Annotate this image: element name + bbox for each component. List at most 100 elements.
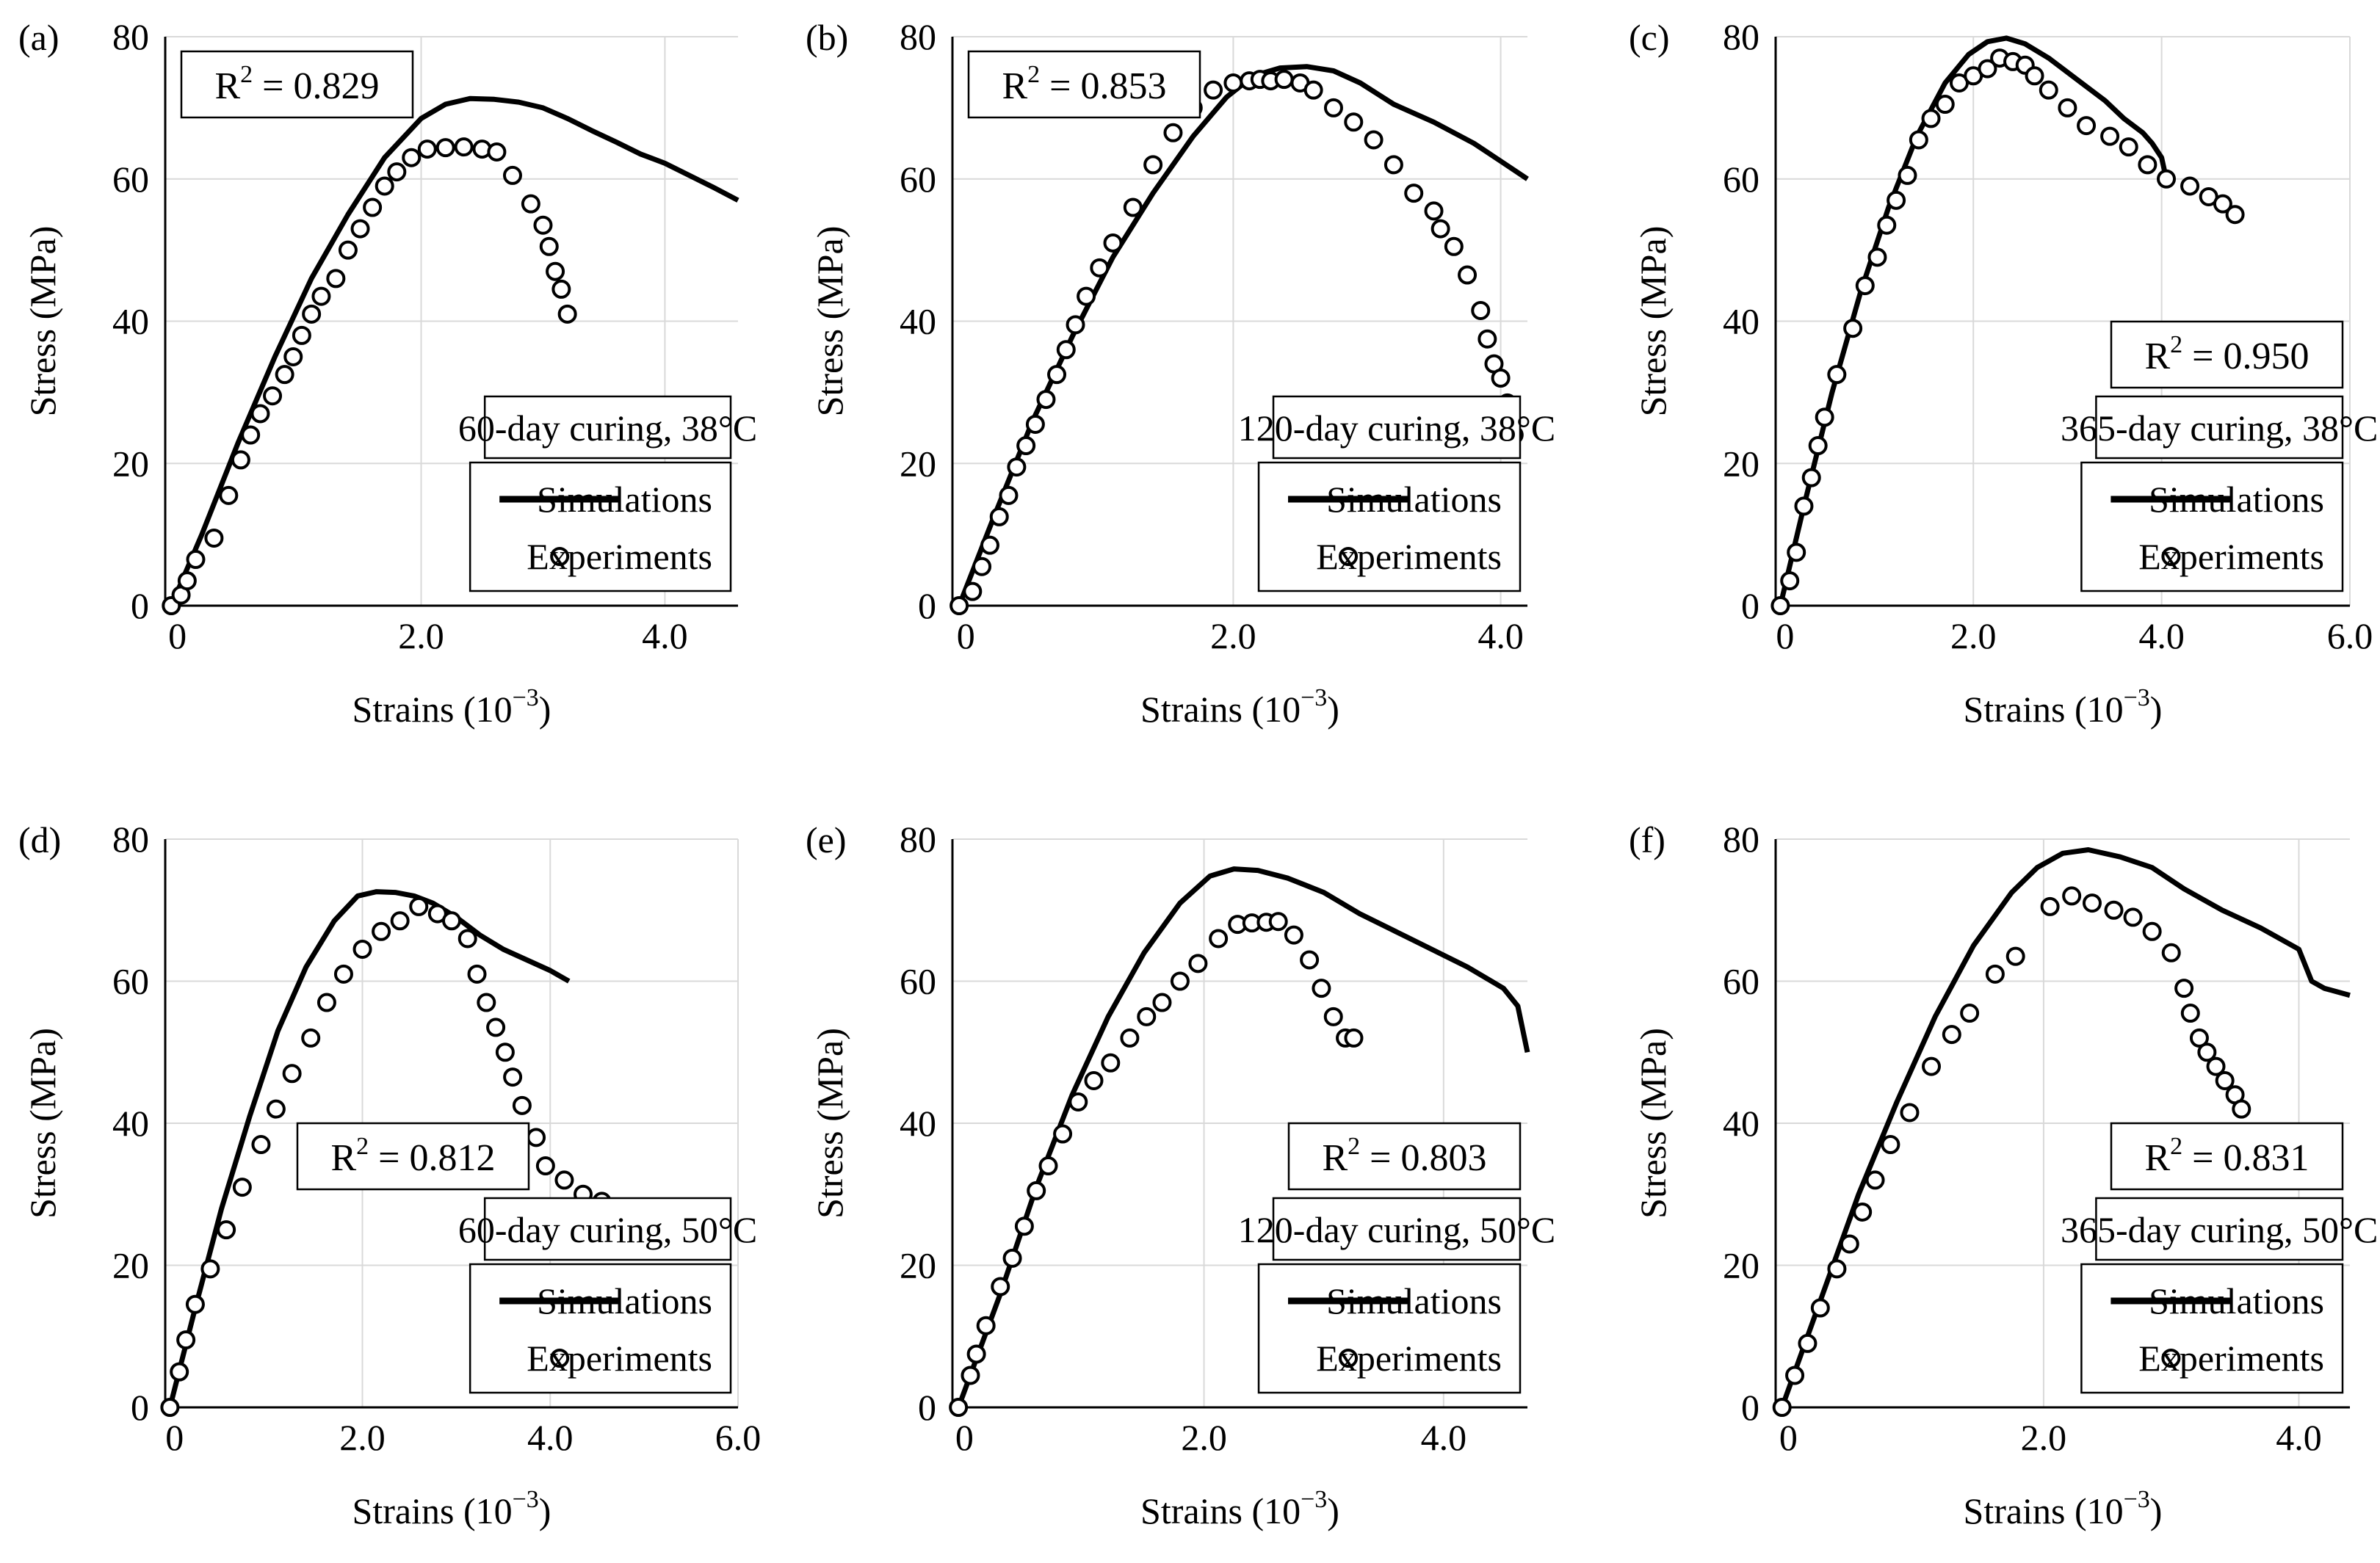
experiment-point xyxy=(1430,219,1450,239)
experiment-point xyxy=(363,197,383,217)
experiment-point xyxy=(972,556,992,576)
experiment-point xyxy=(1867,247,1887,267)
experiment-point xyxy=(1300,950,1320,970)
experiment-point xyxy=(232,1178,252,1197)
experiment-point xyxy=(1909,130,1928,150)
x-axis-label-exponent: −3 xyxy=(2124,1486,2150,1513)
legend-box xyxy=(2080,461,2344,592)
experiment-point xyxy=(1152,993,1172,1012)
experiment-point xyxy=(487,142,507,162)
experiment-point xyxy=(1027,1181,1046,1200)
experiment-point xyxy=(1985,964,2005,984)
experiment-point xyxy=(1477,329,1497,349)
condition-label: 120-day curing, 38°C xyxy=(1238,407,1555,449)
experiment-point xyxy=(2180,1004,2200,1023)
x-axis-label: Strains (10−3) xyxy=(1964,1486,2163,1531)
experiment-point xyxy=(1801,468,1821,487)
x-axis-label-text: Strains (10 xyxy=(1140,1490,1301,1531)
legend-simulation-label: Simulations xyxy=(2149,1280,2324,1321)
experiment-point xyxy=(1458,265,1477,285)
r-squared-base: R xyxy=(2144,336,2170,377)
experiment-point xyxy=(527,1128,546,1147)
legend-experiment-label: Experiments xyxy=(527,1338,712,1379)
legend-box xyxy=(1257,1263,1522,1394)
y-tick-label: 40 xyxy=(1723,1103,1759,1144)
experiment-point xyxy=(966,1344,986,1364)
experiment-point xyxy=(375,176,394,196)
r-squared-value: = 0.950 xyxy=(2182,336,2309,377)
r-squared-box xyxy=(2110,320,2344,389)
x-axis-label-text: Strains (10 xyxy=(1964,689,2124,730)
r-squared-base: R xyxy=(1002,65,1027,107)
experiment-point xyxy=(2161,943,2181,962)
x-tick-label: 4.0 xyxy=(1477,615,1524,656)
r-squared-label: R2 = 0.950 xyxy=(2144,331,2309,377)
experiment-point xyxy=(200,1259,220,1279)
experiment-point xyxy=(533,215,553,235)
legend-box xyxy=(2080,1263,2344,1394)
experiment-point xyxy=(502,165,522,185)
r-squared-box xyxy=(1287,1122,1522,1191)
simulation-line xyxy=(1779,847,2351,1409)
legend-simulation-label: Simulations xyxy=(537,1280,712,1321)
experiment-point xyxy=(2005,946,2025,966)
panel-label: (a) xyxy=(18,17,59,58)
y-tick-label: 0 xyxy=(131,1387,149,1428)
simulation-line xyxy=(167,889,571,1408)
r-squared-exponent: 2 xyxy=(2170,1133,2182,1160)
x-axis-label-close: ) xyxy=(1327,689,1339,730)
experiment-point xyxy=(338,240,358,260)
experiment-point xyxy=(2100,126,2120,146)
condition-label: 120-day curing, 50°C xyxy=(1238,1209,1555,1250)
experiment-point xyxy=(2197,1042,2217,1062)
legend-box xyxy=(469,461,732,592)
condition-box xyxy=(483,1197,732,1261)
experiment-point xyxy=(521,194,540,214)
r-squared-base: R xyxy=(2144,1137,2170,1179)
r-squared-exponent: 2 xyxy=(240,61,253,88)
legend-experiment-label: Experiments xyxy=(527,536,712,577)
experiment-point xyxy=(1877,215,1897,235)
condition-box xyxy=(1272,1197,1522,1261)
experiment-point xyxy=(1163,123,1183,142)
r-squared-exponent: 2 xyxy=(1027,61,1040,88)
chart-panel-1: 0 2.0 4.0 0 20 40 60 80 (a) Stress (MPa) Strains (… xyxy=(18,16,757,730)
experiment-point xyxy=(326,269,346,289)
experiment-point xyxy=(1865,1170,1885,1190)
experiment-point xyxy=(417,139,437,159)
r-squared-base: R xyxy=(1322,1137,1348,1179)
experiment-point xyxy=(949,1398,969,1417)
x-axis-label-exponent: −3 xyxy=(2124,684,2150,711)
y-tick-label: 80 xyxy=(1723,16,1759,57)
x-axis-label: Strains (10−3) xyxy=(1140,684,1339,730)
experiment-point xyxy=(1770,596,1790,615)
experiment-point xyxy=(204,528,224,548)
experiment-point xyxy=(1898,165,1917,185)
experiment-point xyxy=(185,1294,205,1314)
r-squared-box xyxy=(2110,1122,2344,1191)
y-axis-label: Stress (MPa) xyxy=(22,1028,63,1219)
y-tick-label: 80 xyxy=(1723,819,1759,860)
x-tick-label: 2.0 xyxy=(2021,1417,2067,1458)
experiment-point xyxy=(1053,1124,1073,1144)
y-tick-label: 60 xyxy=(900,961,936,1002)
r-squared-label: R2 = 0.853 xyxy=(1002,61,1166,107)
experiment-point xyxy=(1444,236,1464,256)
r-squared-exponent: 2 xyxy=(2170,331,2182,358)
r-squared-base: R xyxy=(214,65,240,107)
experiment-point xyxy=(170,1362,189,1382)
experiment-point xyxy=(495,1042,515,1062)
experiment-point xyxy=(1881,1135,1900,1155)
x-axis-label-exponent: −3 xyxy=(513,684,539,711)
experiment-point xyxy=(1002,1248,1022,1268)
y-tick-label: 40 xyxy=(112,1103,149,1144)
r-squared-box xyxy=(180,50,414,119)
experiment-point xyxy=(350,219,370,239)
experiment-point xyxy=(2040,896,2060,916)
y-tick-label: 60 xyxy=(900,159,936,200)
condition-box xyxy=(1272,395,1522,460)
legend-simulation-label: Simulations xyxy=(537,479,712,520)
experiment-point xyxy=(2215,1070,2235,1090)
experiment-point xyxy=(963,581,983,601)
x-axis-label-exponent: −3 xyxy=(1301,1486,1327,1513)
